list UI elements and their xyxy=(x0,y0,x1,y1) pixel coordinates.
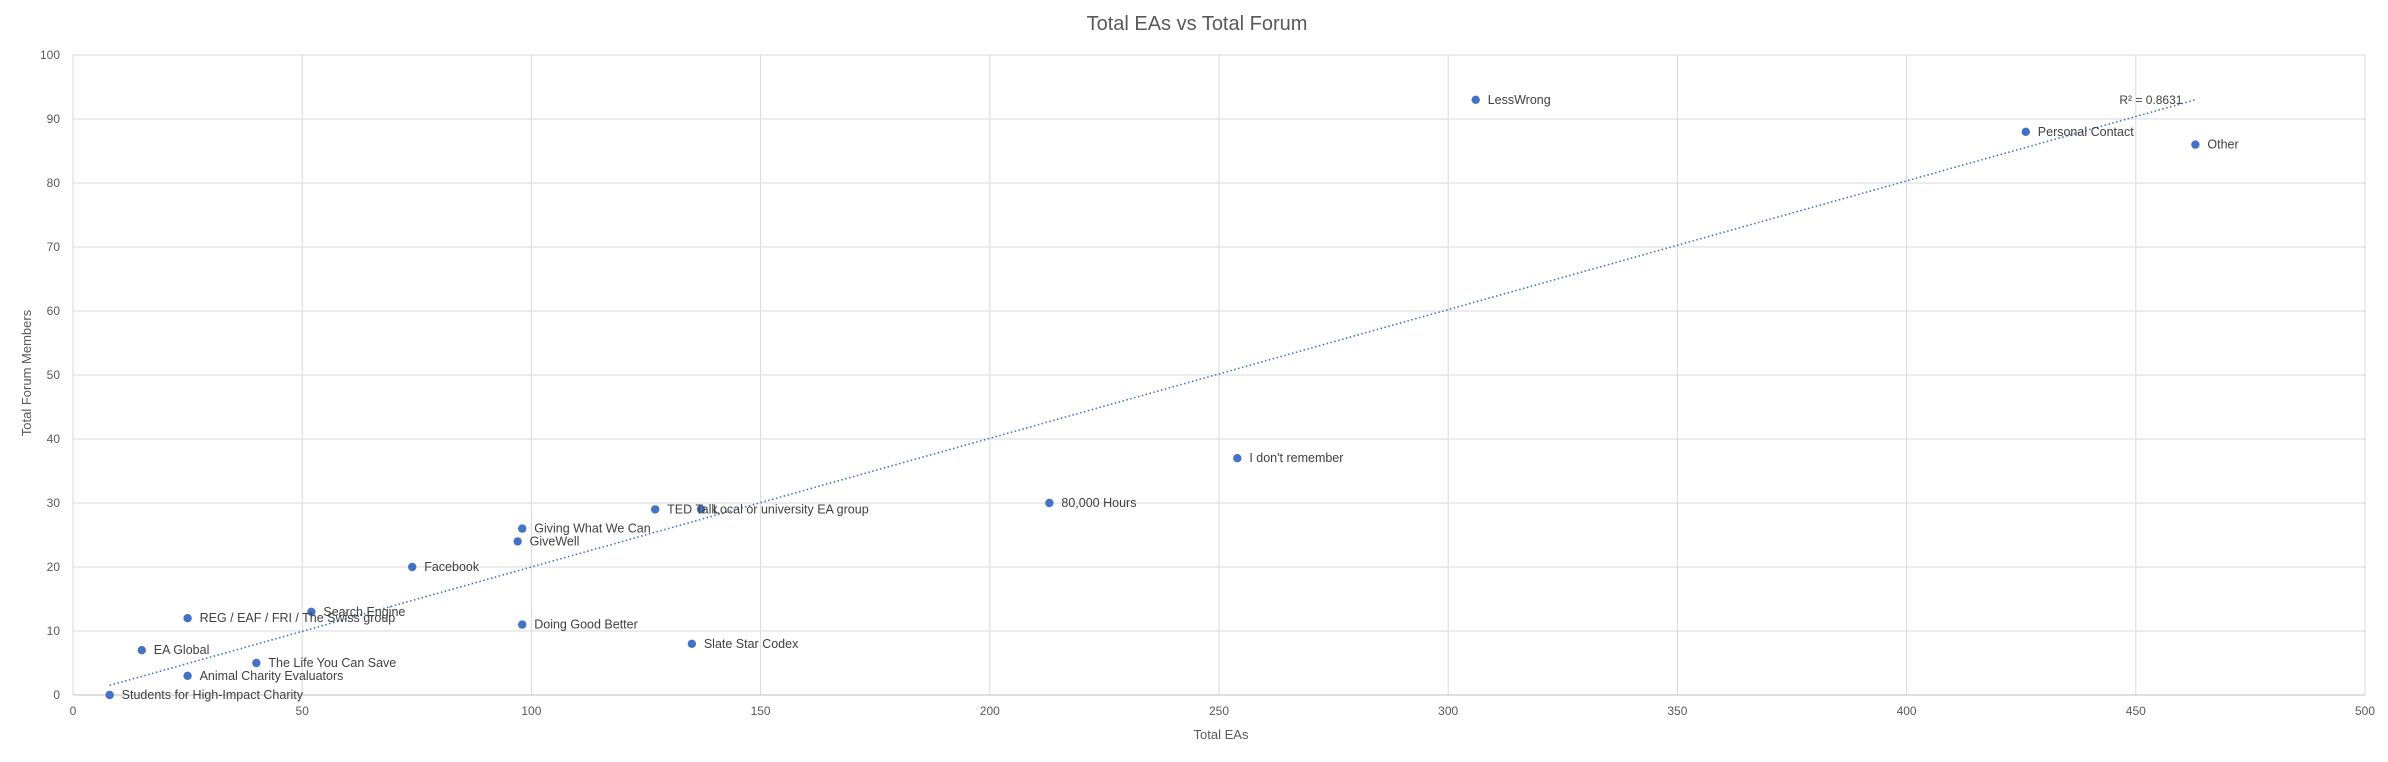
data-point xyxy=(687,639,697,648)
data-point-label: 80,000 Hours xyxy=(1061,496,1136,510)
data-point-label: Facebook xyxy=(424,560,480,574)
x-tick-label: 50 xyxy=(296,704,310,718)
data-point xyxy=(105,690,114,700)
data-point-label: GiveWell xyxy=(530,534,580,548)
data-point xyxy=(183,671,192,680)
axes: 0 50 100 150 200 250 300 350 400 450 500 0 10 20 30 40 5… xyxy=(40,48,2375,718)
y-tick-label: 90 xyxy=(47,112,61,126)
y-tick-label: 80 xyxy=(47,176,61,190)
trendline-line xyxy=(109,99,2196,687)
x-tick-label: 100 xyxy=(521,704,541,718)
y-tick-label: 70 xyxy=(47,240,61,254)
data-point-label: Other xyxy=(2207,138,2238,152)
y-tick-label: 100 xyxy=(40,48,60,62)
data-point-label: TED Talk xyxy=(667,502,718,516)
data-point-label: LessWrong xyxy=(1488,93,1551,107)
data-point-label: Doing Good Better xyxy=(534,618,638,632)
data-point-label: Local or university EA group xyxy=(713,502,869,516)
gridlines xyxy=(72,54,2366,696)
data-point-label: I don't remember xyxy=(1249,451,1343,465)
x-tick-label: 400 xyxy=(1897,704,1917,718)
y-tick-label: 20 xyxy=(47,560,61,574)
data-point xyxy=(1471,95,1480,105)
data-labels: Students for High-Impact Charity EA Globa… xyxy=(122,93,2239,702)
x-tick-label: 350 xyxy=(1667,704,1687,718)
data-point-label: Search Engine xyxy=(323,605,405,619)
data-point xyxy=(518,620,527,629)
data-point xyxy=(650,505,660,514)
data-point xyxy=(2021,127,2030,136)
data-point-label: REG / EAF / FRI / The Swiss group xyxy=(200,611,396,625)
data-point xyxy=(1045,498,1054,508)
data-point xyxy=(408,562,417,572)
data-point xyxy=(696,505,706,514)
data-point xyxy=(2191,140,2200,149)
r-squared-label: R² = 0.8631 xyxy=(2119,93,2182,107)
data-point-label: Giving What We Can xyxy=(534,522,651,536)
data-point-label: The Life You Can Save xyxy=(268,656,396,670)
x-tick-label: 200 xyxy=(980,704,1000,718)
y-axis-title: Total Forum Members xyxy=(19,309,34,436)
y-tick-label: 60 xyxy=(47,304,61,318)
data-point xyxy=(137,646,146,655)
y-tick-label: 30 xyxy=(47,496,61,510)
data-point xyxy=(183,614,192,623)
data-point-label: Slate Star Codex xyxy=(704,637,799,651)
data-point xyxy=(252,658,261,668)
data-point xyxy=(513,537,522,546)
data-point xyxy=(518,524,527,533)
trendline: R² = 0.8631 xyxy=(109,93,2196,687)
x-tick-label: 450 xyxy=(2126,704,2146,718)
x-tick-label: 250 xyxy=(1209,704,1229,718)
data-point-label: Animal Charity Evaluators xyxy=(200,669,344,683)
x-tick-label: 0 xyxy=(70,704,77,718)
chart-title: Total EAs vs Total Forum xyxy=(1087,13,1308,35)
x-tick-label: 150 xyxy=(751,704,771,718)
data-point-label: EA Global xyxy=(154,643,210,657)
data-point xyxy=(1233,454,1242,463)
y-tick-label: 0 xyxy=(53,688,60,702)
y-tick-label: 50 xyxy=(47,368,61,382)
y-tick-label: 40 xyxy=(47,432,61,446)
data-point-label: Personal Contact xyxy=(2038,125,2134,139)
x-tick-label: 500 xyxy=(2355,704,2375,718)
x-tick-label: 300 xyxy=(1438,704,1458,718)
data-points xyxy=(105,95,2200,700)
y-tick-label: 10 xyxy=(47,624,61,638)
data-point xyxy=(307,607,316,616)
x-axis-title: Total EAs xyxy=(1194,727,1249,742)
data-point-label: Students for High-Impact Charity xyxy=(122,688,304,702)
